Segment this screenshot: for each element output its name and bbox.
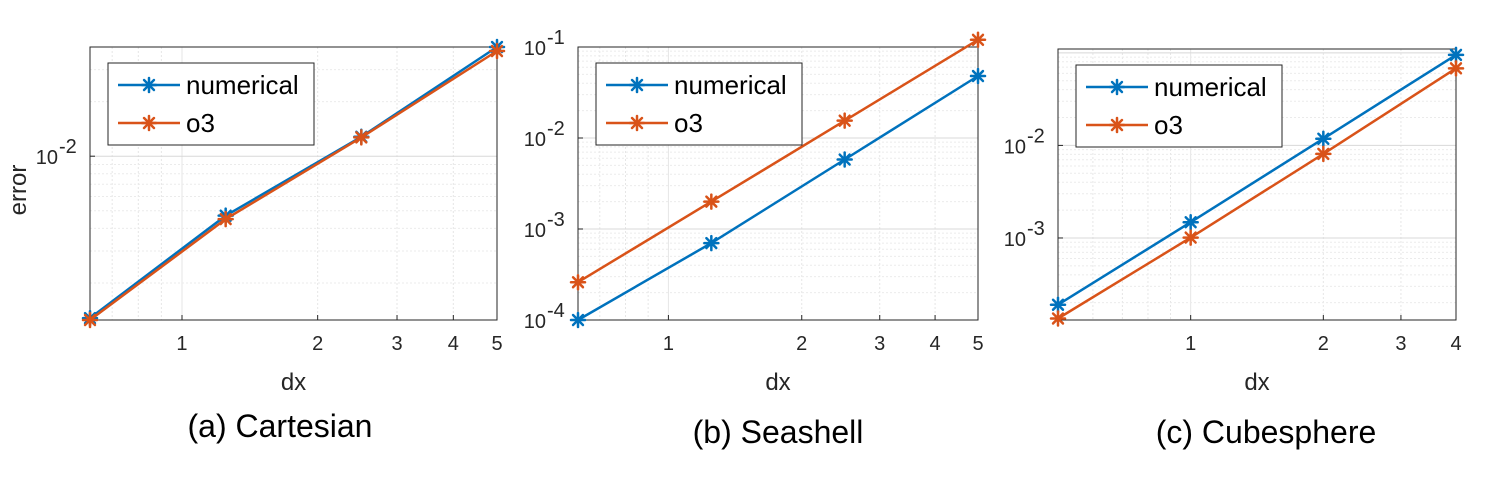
chart-panel-1: 1 2 3 4 5 10 -2 dx error numerical o3 (a) Cartesian: [5, 38, 506, 444]
y-tick-exponent: -3: [547, 209, 565, 231]
legend-marker-o3: [1108, 116, 1126, 134]
data-point-o3: [1049, 310, 1067, 327]
y-tick-exponent: -2: [547, 118, 565, 140]
y-tick-label: 10: [524, 129, 546, 151]
data-point-o3: [569, 273, 587, 291]
legend-box: [107, 62, 315, 146]
x-tick-label: 1: [663, 333, 674, 355]
legend-label-numerical: numerical: [1154, 72, 1267, 102]
y-tick-label: 10: [524, 38, 546, 60]
data-point-o3: [1447, 60, 1465, 77]
data-point-numerical: [1315, 130, 1332, 147]
y-tick-exponent: -2: [59, 136, 77, 158]
y-tick-label: 10: [524, 220, 546, 242]
x-axis-label: dx: [765, 369, 790, 396]
x-tick-label: 4: [930, 333, 941, 355]
legend-box: [595, 62, 803, 146]
x-axis-label: dx: [281, 369, 306, 396]
x-tick-label: 3: [874, 333, 885, 355]
panel-caption: (c) Cubesphere: [1156, 414, 1377, 450]
series-line-numerical: [577, 74, 979, 322]
data-point-numerical: [1049, 296, 1067, 313]
legend-marker-numerical: [1108, 78, 1126, 96]
data-point-o3: [1315, 145, 1332, 163]
y-tick-label: 10: [1004, 229, 1026, 251]
y-tick-label: 10: [1004, 136, 1026, 158]
x-tick-label: 4: [1450, 333, 1461, 355]
panel-caption: (a) Cartesian: [188, 408, 373, 444]
x-tick-label: 2: [312, 333, 323, 355]
axes-box: [89, 46, 498, 321]
y-tick-exponent: -3: [1027, 218, 1045, 240]
x-tick-label: 1: [1185, 333, 1196, 355]
legend-label-numerical: numerical: [674, 70, 787, 100]
legend-marker-o3: [140, 114, 158, 132]
legend: numerical o3: [1075, 64, 1283, 148]
axes-box: [1057, 48, 1457, 321]
series-line-o3: [89, 49, 498, 322]
data-point-o3: [217, 210, 234, 228]
x-tick-label: 1: [176, 333, 187, 355]
series-line-o3: [1057, 67, 1457, 320]
data-point-numerical: [703, 234, 720, 252]
y-tick-exponent: -2: [1027, 125, 1045, 147]
legend-label-numerical: numerical: [186, 70, 299, 100]
legend-marker-o3: [628, 114, 646, 132]
y-tick-label: 10: [36, 147, 58, 169]
data-point-o3: [703, 193, 720, 210]
data-point-o3: [81, 311, 99, 329]
panel-caption: (b) Seashell: [693, 414, 864, 450]
data-point-numerical: [836, 151, 853, 168]
x-tick-label: 2: [796, 333, 807, 355]
x-tick-label: 4: [448, 333, 459, 355]
y-tick-exponent: -4: [547, 300, 565, 322]
axes-box: [577, 46, 979, 321]
y-tick-label: 10: [524, 311, 546, 333]
data-point-numerical: [1447, 46, 1465, 64]
x-tick-label: 5: [491, 333, 502, 355]
y-tick-exponent: -1: [547, 27, 565, 49]
legend: numerical o3: [595, 62, 803, 146]
legend-label-o3: o3: [1154, 110, 1183, 140]
data-point-o3: [969, 31, 987, 49]
data-point-o3: [836, 112, 853, 129]
legend-label-o3: o3: [186, 108, 215, 138]
series-line-numerical: [1057, 53, 1457, 306]
legend-box: [1075, 64, 1283, 148]
data-point-o3: [488, 42, 506, 60]
legend-marker-numerical: [140, 76, 158, 94]
data-point-numerical: [969, 67, 987, 85]
x-tick-label: 2: [1318, 333, 1329, 355]
x-tick-label: 5: [972, 333, 983, 355]
data-point-numerical: [569, 311, 587, 329]
y-axis-label: error: [5, 165, 32, 216]
data-point-numerical: [1182, 213, 1199, 231]
x-axis-label: dx: [1244, 369, 1269, 396]
legend-marker-numerical: [628, 76, 646, 94]
legend-label-o3: o3: [674, 108, 703, 138]
legend: numerical o3: [107, 62, 315, 146]
data-point-o3: [1182, 229, 1199, 246]
series-line-numerical: [89, 45, 498, 320]
data-point-o3: [353, 129, 370, 146]
x-tick-label: 3: [1395, 333, 1406, 355]
series-line-o3: [577, 38, 979, 284]
x-tick-label: 3: [391, 333, 402, 355]
